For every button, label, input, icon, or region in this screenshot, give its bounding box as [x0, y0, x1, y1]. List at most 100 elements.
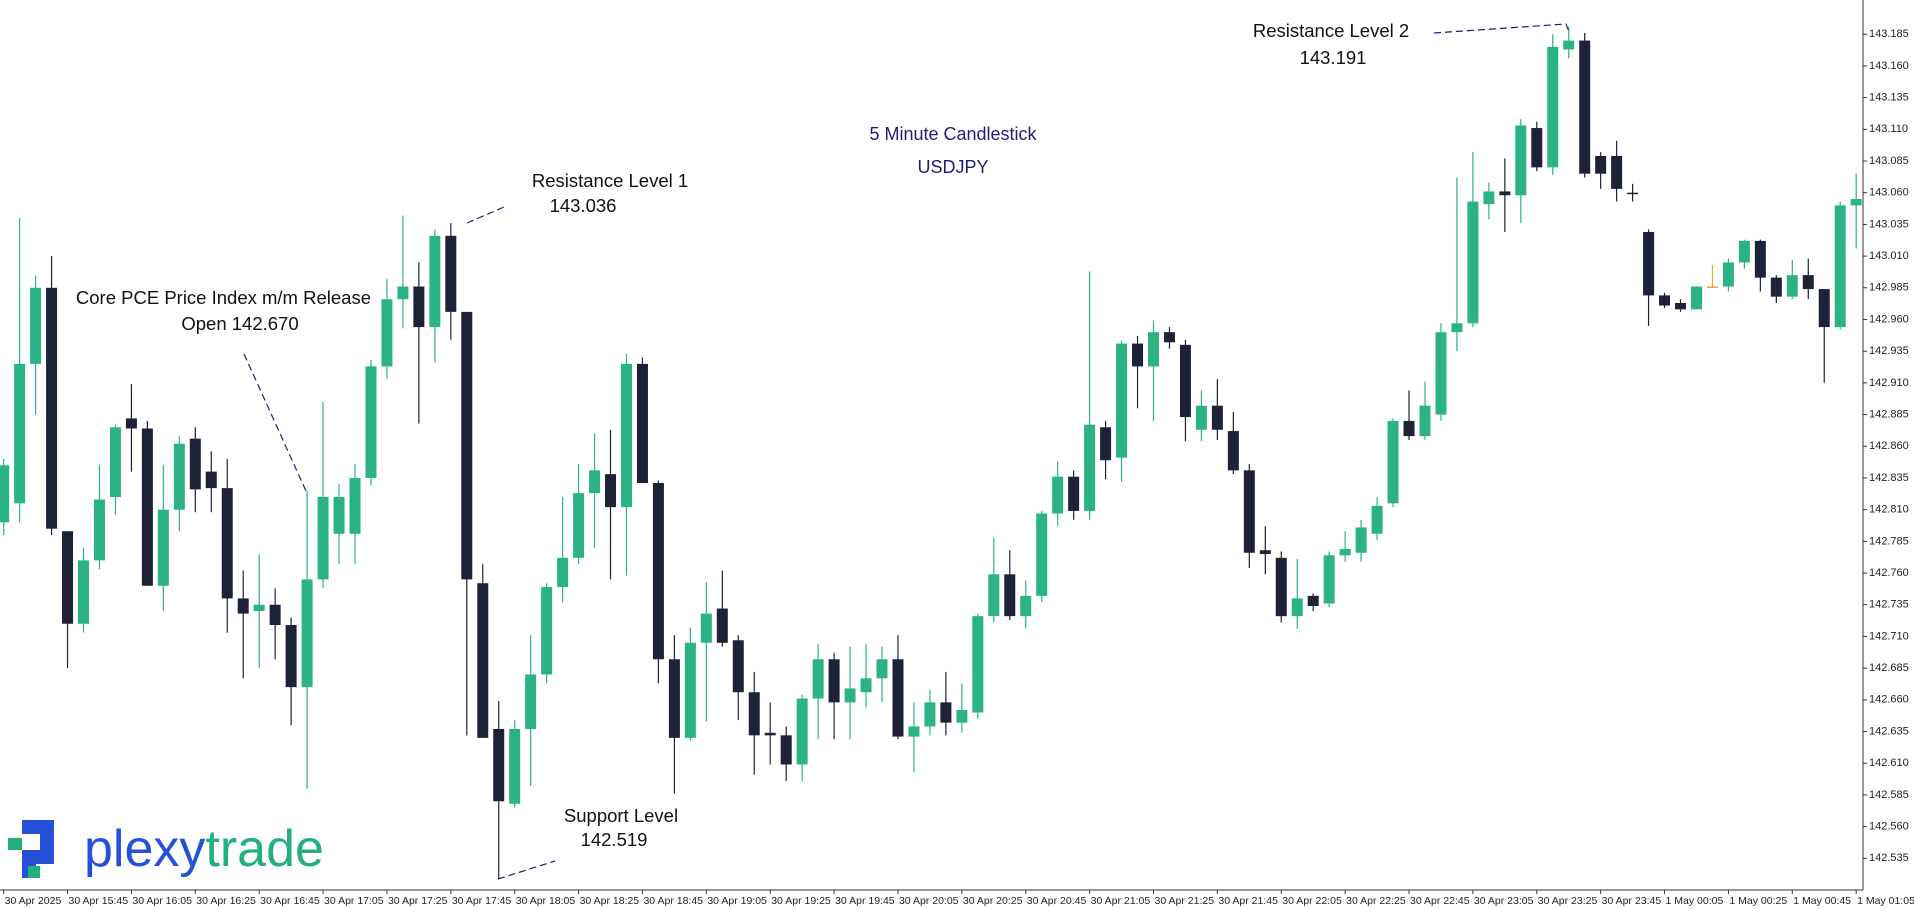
x-tick-label: 30 Apr 20:45 — [1027, 895, 1087, 907]
candle-body — [1563, 40, 1575, 50]
y-tick-label: 142.585 — [1869, 789, 1909, 801]
candle-body — [1116, 343, 1128, 458]
candle-body — [349, 477, 361, 534]
x-tick-label: 30 Apr 2025 — [5, 895, 62, 907]
candle-body — [109, 427, 121, 497]
x-tick-label: 30 Apr 16:05 — [132, 895, 192, 907]
candle-body — [221, 488, 233, 599]
candle-body — [78, 560, 90, 624]
candle-body — [1275, 557, 1287, 617]
y-tick-label: 142.785 — [1869, 535, 1909, 547]
candle-body — [1243, 470, 1255, 553]
candle-body — [732, 640, 744, 693]
annotation-text: 143.191 — [1300, 47, 1367, 68]
candle-body — [1627, 192, 1639, 195]
x-tick-label: 30 Apr 22:05 — [1282, 895, 1342, 907]
y-tick-label: 142.935 — [1869, 345, 1909, 357]
y-tick-label: 142.910 — [1869, 377, 1909, 389]
candle-body — [1595, 155, 1607, 174]
candle-body — [1738, 240, 1750, 263]
candle-body — [1515, 125, 1527, 196]
candle-body — [429, 235, 441, 328]
logo-icon — [8, 820, 54, 878]
candle-body — [1818, 289, 1830, 328]
candle-body — [908, 726, 920, 737]
y-tick-label: 143.160 — [1869, 60, 1909, 72]
candle-body — [445, 235, 457, 312]
candle-body — [1339, 548, 1351, 556]
candle-body — [285, 625, 297, 688]
candle-body — [1706, 286, 1718, 289]
y-tick-label: 142.560 — [1869, 821, 1909, 833]
x-tick-label: 30 Apr 17:45 — [452, 895, 512, 907]
x-tick-label: 30 Apr 21:45 — [1218, 895, 1278, 907]
y-tick-label: 142.985 — [1869, 282, 1909, 294]
chart-title: 5 Minute Candlestick — [869, 124, 1037, 144]
candle-body — [1323, 555, 1335, 604]
y-tick-label: 142.710 — [1869, 630, 1909, 642]
candle-body — [1435, 332, 1447, 415]
candle-body — [1675, 303, 1687, 310]
x-tick-label: 30 Apr 15:45 — [69, 895, 129, 907]
x-tick-label: 30 Apr 19:25 — [771, 895, 831, 907]
candle-body — [1722, 262, 1734, 287]
candle-body — [1483, 191, 1495, 205]
candle-body — [1068, 476, 1080, 511]
candle-body — [1004, 574, 1016, 617]
candle-body — [668, 659, 680, 738]
y-tick-label: 143.010 — [1869, 250, 1909, 262]
annotation-line — [497, 860, 556, 880]
y-tick-label: 142.760 — [1869, 567, 1909, 579]
x-tick-label: 30 Apr 23:45 — [1602, 895, 1662, 907]
candle-body — [573, 493, 585, 558]
candle-body — [844, 688, 856, 703]
annotation-text: Resistance Level 2 — [1253, 20, 1409, 41]
candle-body — [30, 287, 42, 364]
x-tick-label: 30 Apr 17:05 — [324, 895, 384, 907]
candle-body — [988, 574, 1000, 617]
y-tick-label: 142.860 — [1869, 440, 1909, 452]
y-tick-label: 142.960 — [1869, 313, 1909, 325]
candle-body — [716, 608, 728, 643]
candle-body — [956, 709, 968, 723]
candle-body — [365, 366, 377, 478]
candle-body — [1451, 323, 1463, 333]
candle-body — [1834, 205, 1846, 328]
candle-body — [1499, 191, 1511, 196]
candle-body — [684, 642, 696, 738]
candle-body — [62, 531, 74, 624]
x-tick-label: 30 Apr 18:25 — [580, 895, 640, 907]
candle-body — [764, 732, 776, 736]
candle-body — [141, 428, 153, 586]
candle-body — [1307, 595, 1319, 607]
y-tick-label: 142.685 — [1869, 662, 1909, 674]
x-tick-label: 30 Apr 23:05 — [1474, 895, 1534, 907]
candle-body — [1132, 343, 1144, 367]
candle-body — [157, 509, 169, 586]
annotation-text: Resistance Level 1 — [532, 170, 688, 191]
y-tick-label: 143.035 — [1869, 218, 1909, 230]
x-tick-label: 30 Apr 18:45 — [643, 895, 703, 907]
logo-text: plexytrade — [84, 820, 324, 878]
candle-body — [509, 728, 521, 804]
candle-body — [1100, 427, 1112, 461]
x-tick-label: 30 Apr 16:25 — [196, 895, 256, 907]
candle-body — [461, 311, 473, 580]
candle-body — [477, 583, 489, 738]
x-tick-label: 30 Apr 20:25 — [963, 895, 1023, 907]
x-tick-label: 30 Apr 20:05 — [899, 895, 959, 907]
x-tick-label: 30 Apr 18:05 — [516, 895, 576, 907]
logo-part: plexy — [84, 820, 205, 878]
candle-body — [1227, 431, 1239, 471]
candle-body — [1467, 201, 1479, 324]
candle-body — [1020, 595, 1032, 617]
y-tick-label: 142.810 — [1869, 504, 1909, 516]
y-tick-label: 142.835 — [1869, 472, 1909, 484]
candle-body — [189, 438, 201, 490]
x-tick-label: 30 Apr 21:25 — [1155, 895, 1215, 907]
candle-body — [1259, 550, 1271, 555]
annotation-text: Core PCE Price Index m/m Release — [76, 287, 371, 308]
x-tick-label: 30 Apr 21:05 — [1091, 895, 1151, 907]
x-tick-label: 30 Apr 19:05 — [707, 895, 767, 907]
candle-body — [1802, 275, 1814, 290]
